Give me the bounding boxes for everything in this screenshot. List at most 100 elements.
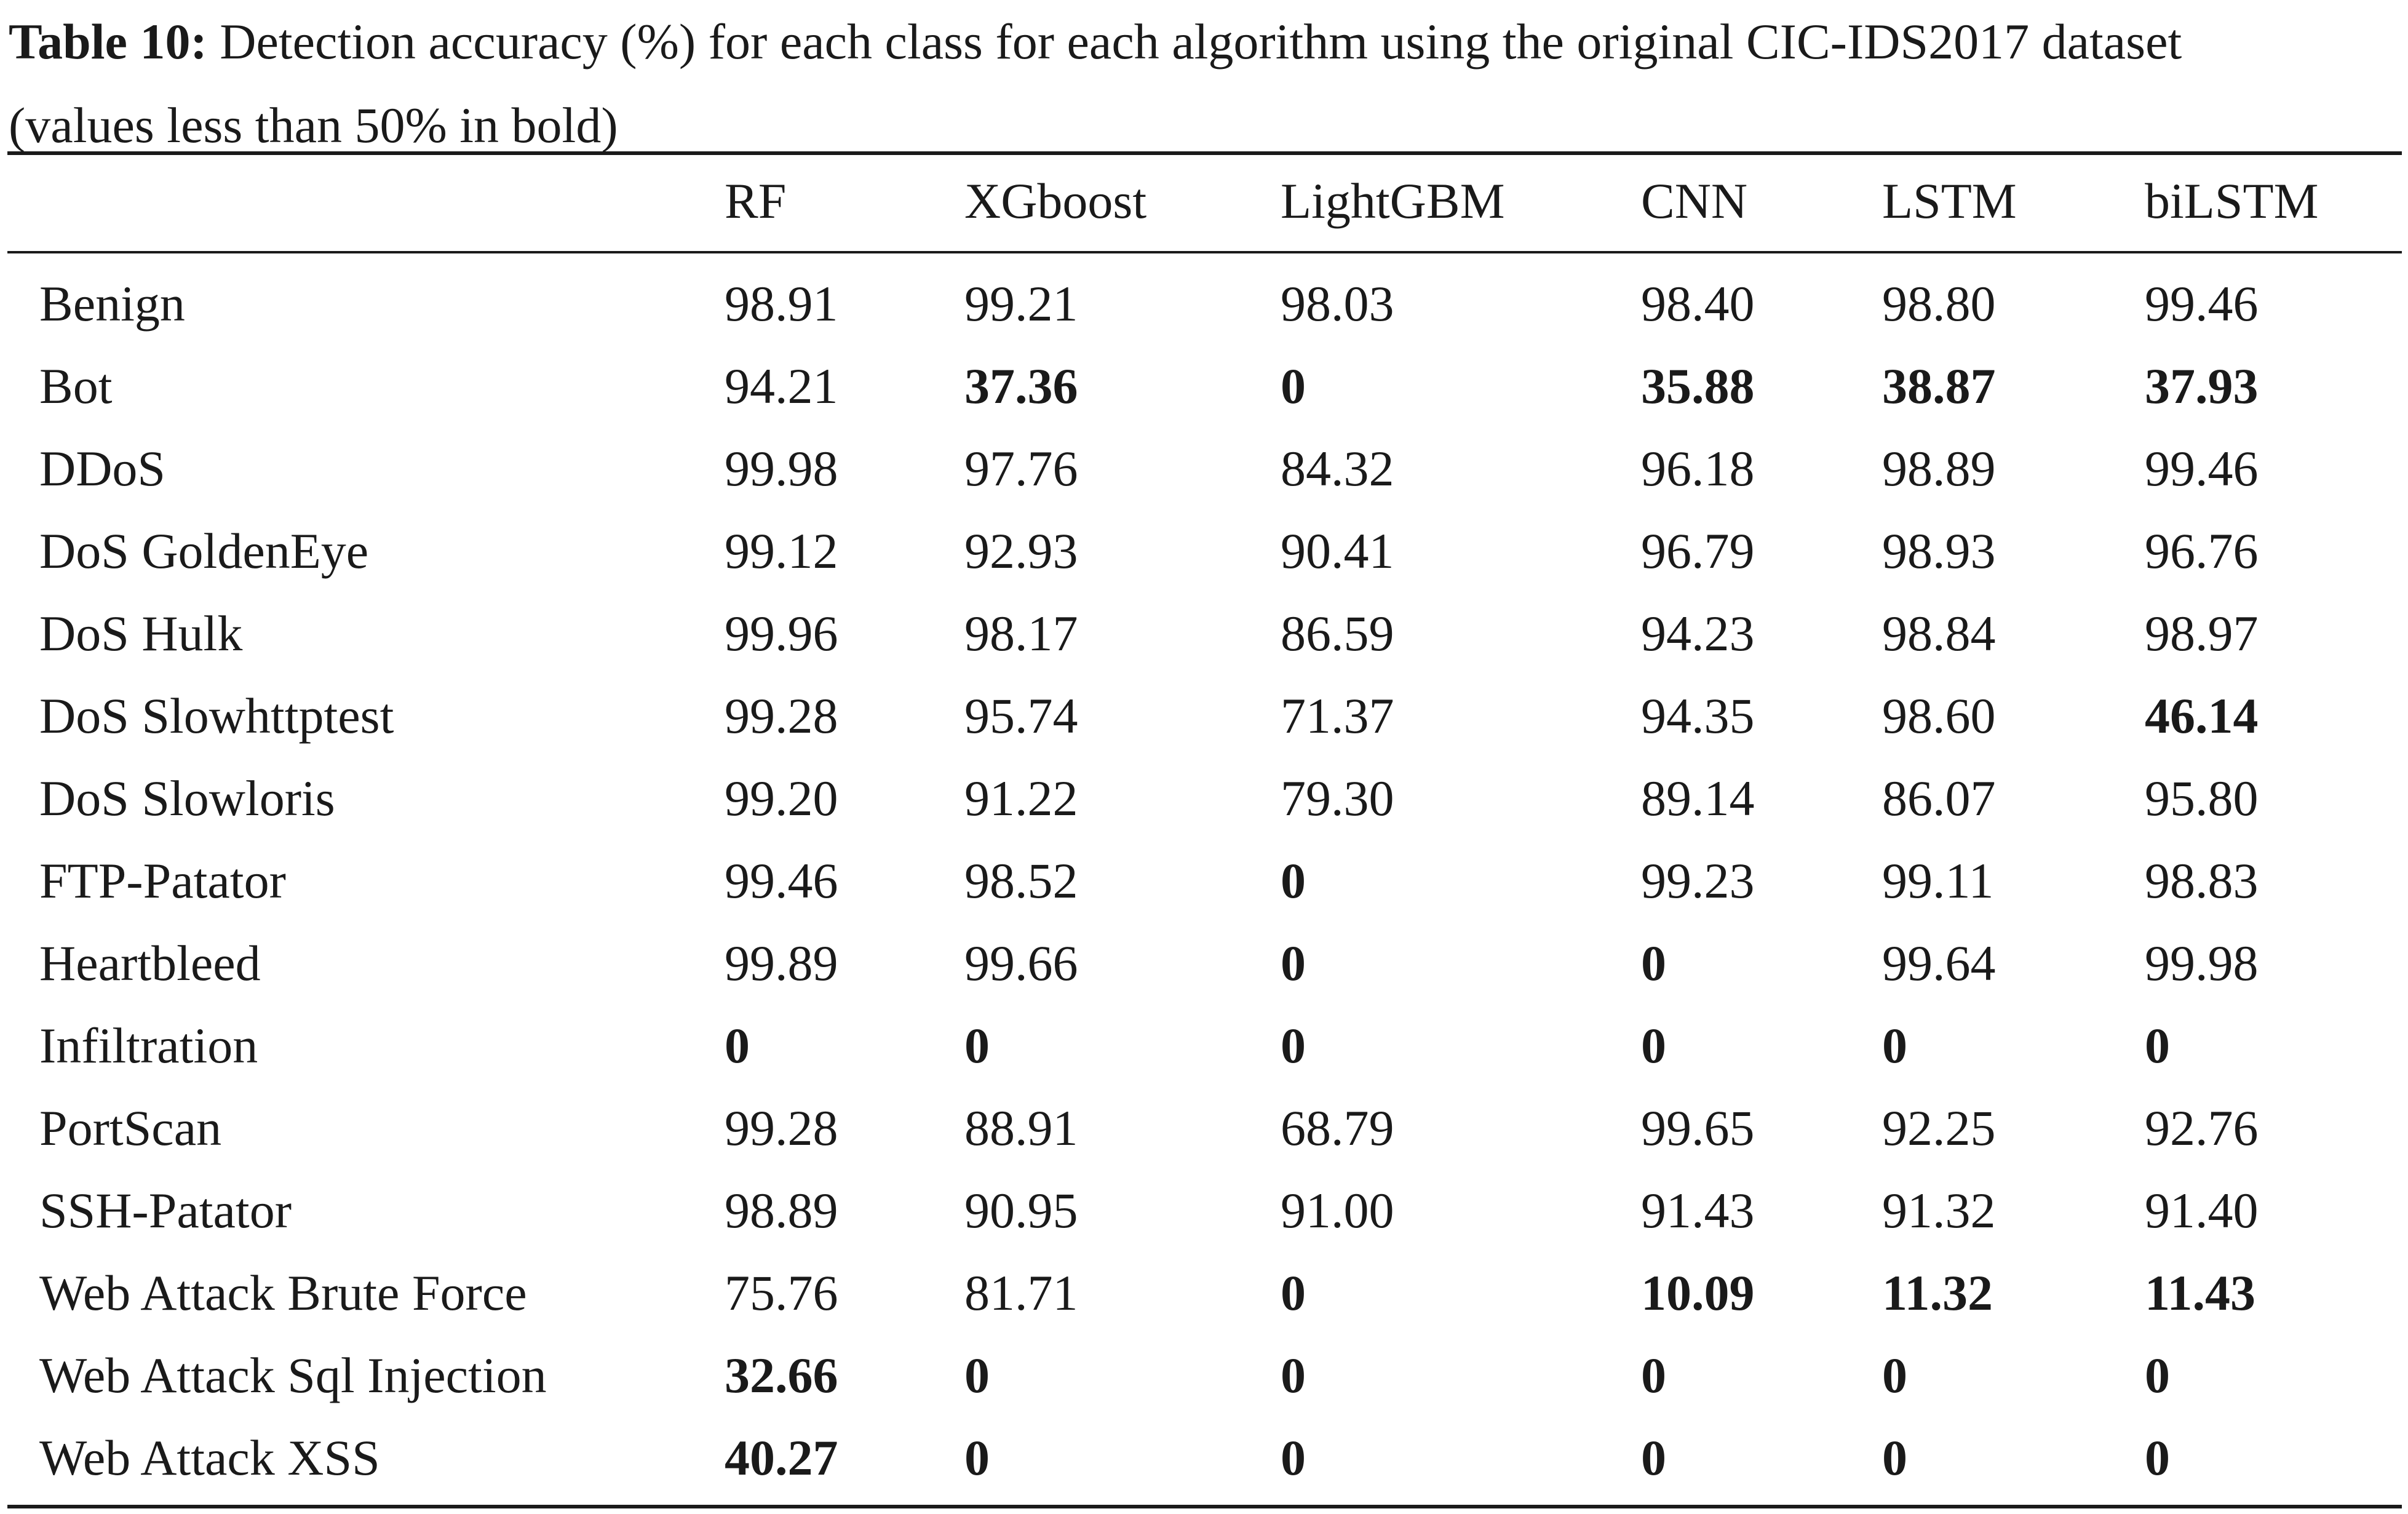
table-cell: 37.93 — [2145, 358, 2259, 414]
table-cell: 0 — [1641, 935, 1666, 991]
table-cell: 96.76 — [2145, 523, 2259, 579]
table-cell: 0 — [1882, 1347, 1907, 1403]
table-cell: 99.21 — [964, 276, 1078, 332]
table-bottom-rule — [7, 1505, 2402, 1508]
table-cell: 37.36 — [964, 358, 1078, 414]
table-cell: 0 — [964, 1430, 990, 1486]
table-cell: 98.83 — [2145, 853, 2259, 909]
table-cell: 99.12 — [725, 523, 838, 579]
table-cell: 96.79 — [1641, 523, 1755, 579]
row-label: Web Attack XSS — [39, 1430, 380, 1486]
table-cell: 99.66 — [964, 935, 1078, 991]
table-cell: 99.28 — [725, 1100, 838, 1156]
table-cell: 98.84 — [1882, 605, 1996, 661]
table-cell: 0 — [1641, 1430, 1666, 1486]
table-cell: 89.14 — [1641, 770, 1755, 826]
table-cell: 0 — [1281, 358, 1306, 414]
table-cell: 0 — [1641, 1347, 1666, 1403]
table-cell: 94.23 — [1641, 605, 1755, 661]
table-header-rule — [7, 251, 2402, 253]
row-label: DoS Slowhttptest — [39, 688, 394, 744]
table-cell: 99.98 — [2145, 935, 2259, 991]
row-label: DoS GoldenEye — [39, 523, 369, 579]
column-header: CNN — [1641, 173, 1748, 229]
table-cell: 0 — [725, 1018, 750, 1074]
table-cell: 0 — [1882, 1018, 1907, 1074]
table-cell: 90.95 — [964, 1182, 1078, 1238]
column-header: LSTM — [1882, 173, 2017, 229]
table-cell: 96.18 — [1641, 440, 1755, 496]
caption-label: Table 10: — [9, 14, 207, 70]
table-cell: 98.89 — [1882, 440, 1996, 496]
table-cell: 91.22 — [964, 770, 1078, 826]
row-label: PortScan — [39, 1100, 222, 1156]
table-caption: Table 10: Detection accuracy (%) for eac… — [9, 0, 2404, 167]
column-header: biLSTM — [2145, 173, 2319, 229]
table-cell: 98.91 — [725, 276, 838, 332]
table-cell: 99.46 — [2145, 276, 2259, 332]
table-cell: 0 — [2145, 1347, 2170, 1403]
table-cell: 99.96 — [725, 605, 838, 661]
table-cell: 98.60 — [1882, 688, 1996, 744]
row-label: DDoS — [39, 440, 166, 496]
table-cell: 99.23 — [1641, 853, 1755, 909]
table-cell: 91.32 — [1882, 1182, 1996, 1238]
table-cell: 98.17 — [964, 605, 1078, 661]
table-cell: 99.98 — [725, 440, 838, 496]
table-cell: 11.32 — [1882, 1265, 1993, 1321]
table-cell: 91.43 — [1641, 1182, 1755, 1238]
table-cell: 0 — [1281, 853, 1306, 909]
table-cell: 0 — [1281, 1265, 1306, 1321]
column-header: XGboost — [964, 173, 1147, 229]
table-cell: 86.07 — [1882, 770, 1996, 826]
table-cell: 98.89 — [725, 1182, 838, 1238]
table-cell: 91.00 — [1281, 1182, 1394, 1238]
table-cell: 32.66 — [725, 1347, 838, 1403]
row-label: Heartbleed — [39, 935, 261, 991]
table-cell: 99.11 — [1882, 853, 1994, 909]
row-label: DoS Slowloris — [39, 770, 335, 826]
table-cell: 0 — [1281, 935, 1306, 991]
table-cell: 11.43 — [2145, 1265, 2255, 1321]
table-cell: 99.89 — [725, 935, 838, 991]
table-cell: 40.27 — [725, 1430, 838, 1486]
column-header: RF — [725, 173, 787, 229]
table-cell: 0 — [2145, 1018, 2170, 1074]
row-label: Web Attack Sql Injection — [39, 1347, 547, 1403]
row-label: Benign — [39, 276, 185, 332]
row-label: DoS Hulk — [39, 605, 243, 661]
table-cell: 0 — [1281, 1347, 1306, 1403]
table-cell: 0 — [1882, 1430, 1907, 1486]
caption-line-2: (values less than 50% in bold) — [9, 97, 618, 153]
row-label: Infiltration — [39, 1018, 258, 1074]
table-cell: 0 — [1281, 1018, 1306, 1074]
table-cell: 98.80 — [1882, 276, 1996, 332]
column-header: LightGBM — [1281, 173, 1505, 229]
table-top-rule — [7, 151, 2402, 155]
table-cell: 92.93 — [964, 523, 1078, 579]
table-cell: 84.32 — [1281, 440, 1394, 496]
table-cell: 35.88 — [1641, 358, 1755, 414]
table-cell: 98.03 — [1281, 276, 1394, 332]
table-cell: 79.30 — [1281, 770, 1394, 826]
table-cell: 99.28 — [725, 688, 838, 744]
table-cell: 75.76 — [725, 1265, 838, 1321]
caption-line-1: Table 10: Detection accuracy (%) for eac… — [9, 0, 2404, 84]
row-label: SSH-Patator — [39, 1182, 292, 1238]
table-cell: 97.76 — [964, 440, 1078, 496]
table-cell: 10.09 — [1641, 1265, 1755, 1321]
table-cell: 38.87 — [1882, 358, 1996, 414]
table-cell: 98.52 — [964, 853, 1078, 909]
table-cell: 99.65 — [1641, 1100, 1755, 1156]
table-cell: 71.37 — [1281, 688, 1394, 744]
row-label: Bot — [39, 358, 113, 414]
table-cell: 94.35 — [1641, 688, 1755, 744]
table-cell: 0 — [964, 1018, 990, 1074]
table-cell: 99.46 — [725, 853, 838, 909]
table-cell: 46.14 — [2145, 688, 2259, 744]
table-cell: 99.46 — [2145, 440, 2259, 496]
table-cell: 95.80 — [2145, 770, 2259, 826]
table-cell: 81.71 — [964, 1265, 1078, 1321]
table-cell: 94.21 — [725, 358, 838, 414]
table-cell: 0 — [2145, 1430, 2170, 1486]
